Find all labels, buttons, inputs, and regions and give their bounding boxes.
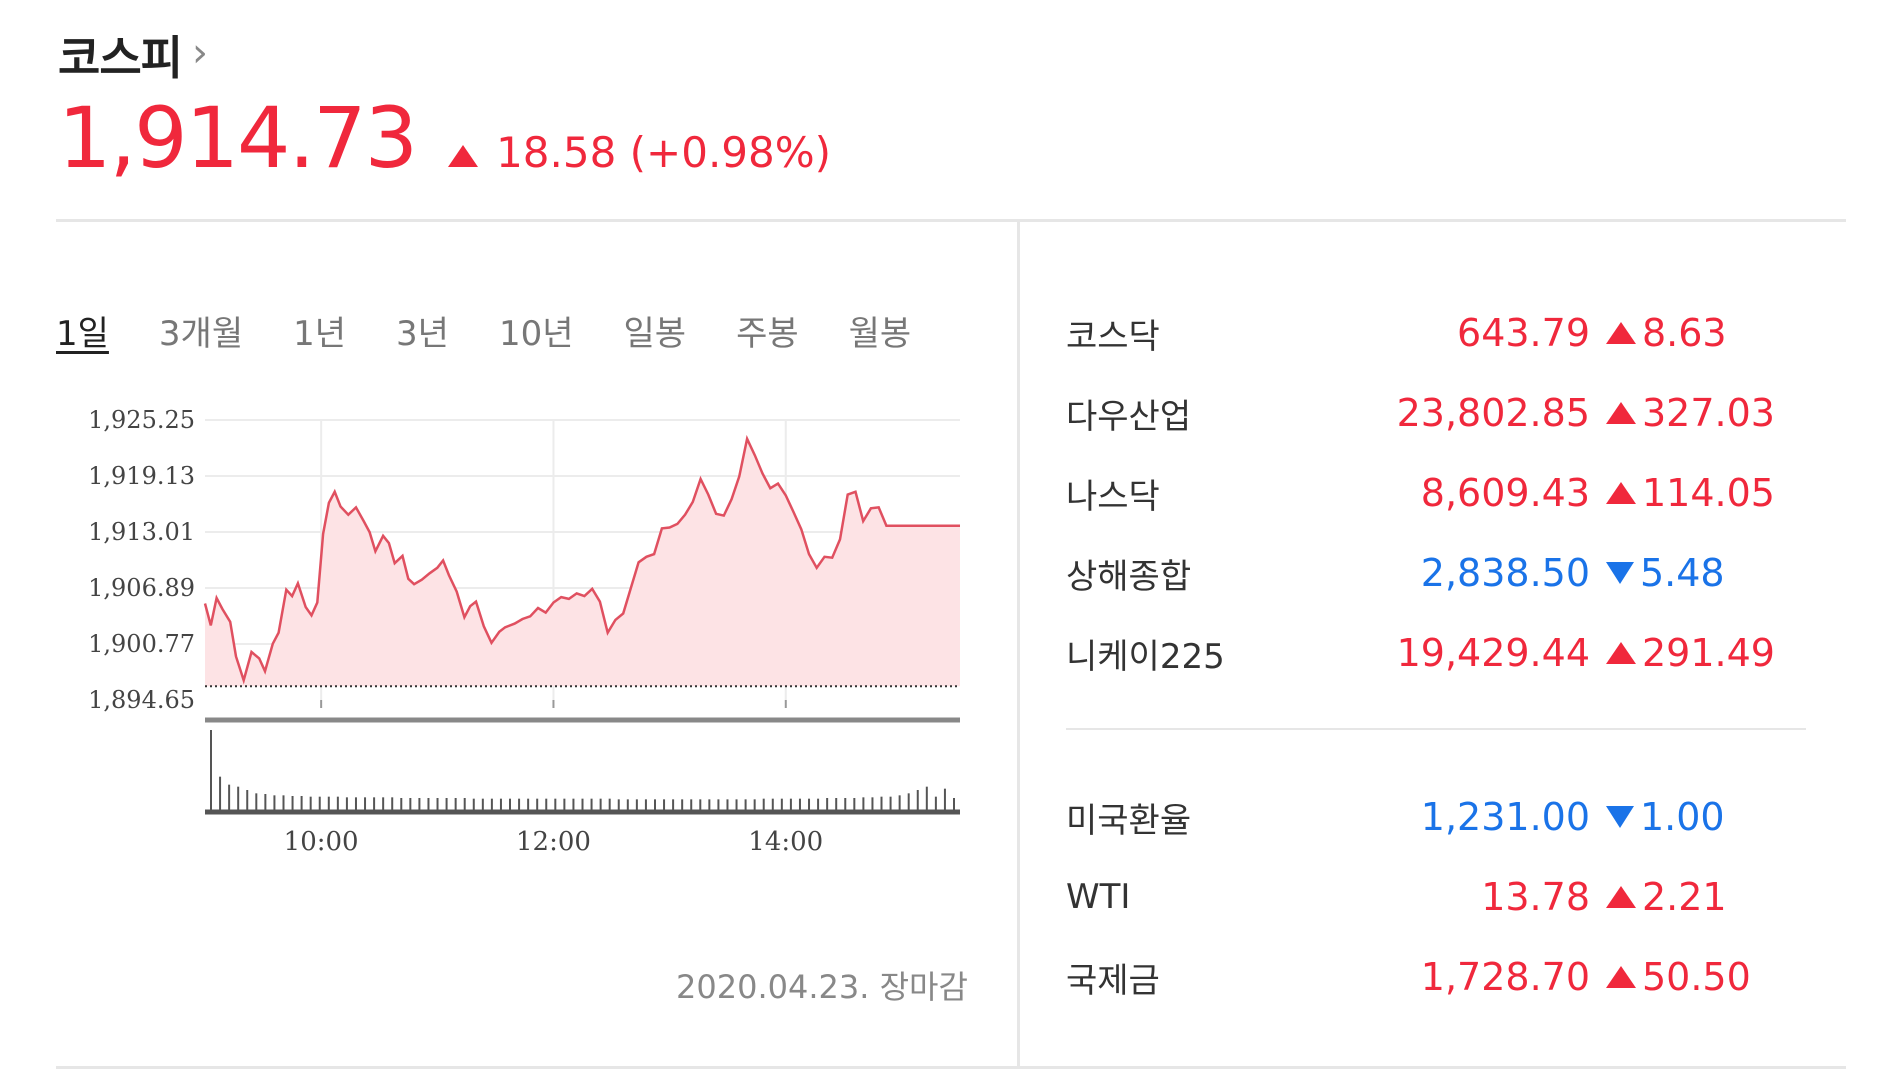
market-name: 상해종합 <box>1066 556 1192 597</box>
market-change-value: 8.63 <box>1642 311 1727 355</box>
market-name: 미국환율 <box>1066 800 1192 841</box>
divider-top <box>56 219 1846 222</box>
divider-vertical <box>1017 222 1020 1066</box>
market-value: 1,728.70 <box>1420 955 1590 999</box>
divider-bottom <box>56 1066 1846 1069</box>
up-triangle-icon <box>1606 966 1636 988</box>
index-change: 18.58 (+0.98%) <box>496 128 832 177</box>
up-triangle-icon <box>1606 402 1636 424</box>
period-tabs: 1일 3개월 1년 3년 10년 일봉 주봉 월봉 <box>56 306 961 355</box>
market-row[interactable]: 다우산업 23,802.85 327.03 <box>1066 383 1826 443</box>
market-name: 코스닥 <box>1066 316 1160 357</box>
down-triangle-icon <box>1606 562 1634 584</box>
market-value: 13.78 <box>1481 875 1590 919</box>
up-triangle-icon <box>448 145 479 167</box>
intraday-chart: 1,925.25 1,919.13 1,913.01 1,906.89 1,900.77… <box>88 406 960 857</box>
market-value: 8,609.43 <box>1420 471 1590 515</box>
chevron-right-icon[interactable]: › <box>191 30 208 76</box>
up-triangle-icon <box>1606 642 1636 664</box>
market-change: 8.63 <box>1606 311 1727 355</box>
market-row[interactable]: WTI 13.78 2.21 <box>1066 867 1826 927</box>
market-row[interactable]: 국제금 1,728.70 50.50 <box>1066 947 1826 1007</box>
market-change: 5.48 <box>1606 551 1725 595</box>
index-header: 코스피 › 1,914.73 18.58 (+0.98%) <box>58 20 831 180</box>
tab-weekly-candle[interactable]: 주봉 <box>736 314 799 354</box>
market-value: 2,838.50 <box>1420 551 1590 595</box>
market-name: 국제금 <box>1066 960 1160 1001</box>
market-change-value: 327.03 <box>1642 391 1775 435</box>
market-value: 1,231.00 <box>1420 795 1590 839</box>
index-price-row: 1,914.73 18.58 (+0.98%) <box>58 96 831 180</box>
y-tick-label: 1,900.77 <box>88 630 195 658</box>
market-value: 23,802.85 <box>1396 391 1590 435</box>
market-change-value: 5.48 <box>1640 551 1725 595</box>
up-triangle-icon <box>1606 482 1636 504</box>
index-title-link[interactable]: 코스피 › <box>58 20 831 90</box>
market-change: 327.03 <box>1606 391 1775 435</box>
y-tick-label: 1,919.13 <box>88 462 195 490</box>
tab-10year[interactable]: 10년 <box>498 314 574 354</box>
up-triangle-icon <box>1606 322 1636 344</box>
market-change-value: 291.49 <box>1642 631 1775 675</box>
up-triangle-icon <box>1606 886 1636 908</box>
x-tick-label: 12:00 <box>516 827 591 857</box>
market-row[interactable]: 상해종합 2,838.50 5.48 <box>1066 543 1826 603</box>
market-change-value: 114.05 <box>1642 471 1775 515</box>
market-row[interactable]: 니케이225 19,429.44 291.49 <box>1066 623 1826 683</box>
index-price: 1,914.73 <box>58 89 418 187</box>
market-name: 니케이225 <box>1066 636 1225 677</box>
tab-1day[interactable]: 1일 <box>56 314 109 354</box>
market-change: 114.05 <box>1606 471 1775 515</box>
y-tick-label: 1,906.89 <box>88 574 195 602</box>
market-change: 291.49 <box>1606 631 1775 675</box>
market-row[interactable]: 나스닥 8,609.43 114.05 <box>1066 463 1826 523</box>
market-change-value: 1.00 <box>1640 795 1725 839</box>
x-tick-label: 10:00 <box>284 827 359 857</box>
price-line <box>203 434 960 685</box>
tab-monthly-candle[interactable]: 월봉 <box>848 314 912 354</box>
price-area-fill <box>205 438 960 687</box>
tab-3year[interactable]: 3년 <box>396 314 449 354</box>
market-change-value: 2.21 <box>1642 875 1727 919</box>
tab-daily-candle[interactable]: 일봉 <box>623 314 687 354</box>
market-change: 1.00 <box>1606 795 1725 839</box>
market-change-value: 50.50 <box>1642 955 1751 999</box>
market-value: 643.79 <box>1457 311 1590 355</box>
down-triangle-icon <box>1606 806 1634 828</box>
market-name: 다우산업 <box>1066 396 1192 437</box>
market-change: 2.21 <box>1606 875 1727 919</box>
market-value: 19,429.44 <box>1396 631 1590 675</box>
market-row[interactable]: 미국환율 1,231.00 1.00 <box>1066 787 1826 847</box>
tab-1year[interactable]: 1년 <box>293 314 347 354</box>
market-list-divider <box>1066 728 1806 730</box>
y-tick-label: 1,913.01 <box>88 518 195 546</box>
market-name: 나스닥 <box>1066 476 1160 517</box>
x-tick-label: 14:00 <box>748 827 823 857</box>
y-tick-label: 1,925.25 <box>88 406 195 434</box>
market-close-timestamp: 2020.04.23. 장마감 <box>676 968 968 1006</box>
market-name: WTI <box>1066 877 1131 917</box>
market-row[interactable]: 코스닥 643.79 8.63 <box>1066 303 1826 363</box>
market-change: 50.50 <box>1606 955 1751 999</box>
tab-3month[interactable]: 3개월 <box>158 314 244 354</box>
index-title[interactable]: 코스피 <box>58 31 183 85</box>
y-tick-label: 1,894.65 <box>88 686 195 714</box>
